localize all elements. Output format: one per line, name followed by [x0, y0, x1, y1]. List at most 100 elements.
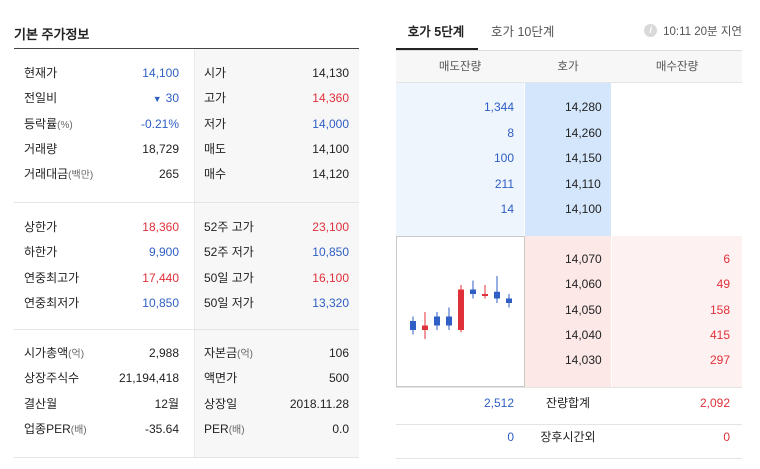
section-divider — [14, 202, 359, 203]
ask-qty[interactable]: 1,344 — [483, 100, 514, 114]
info-row: 연중최저가 10,850 50일 저가 13,320 — [14, 291, 359, 316]
bid-qty[interactable]: 49 — [716, 277, 730, 292]
column-divider — [194, 49, 195, 457]
info-unit-2: (배) — [228, 424, 245, 436]
info-label-2: 액면가 — [204, 371, 238, 386]
section-divider — [14, 457, 359, 458]
candle-body — [506, 298, 512, 303]
candle-body — [494, 291, 500, 299]
bid-qty-area — [612, 236, 742, 387]
candle-body — [434, 316, 440, 326]
info-value: 2,988 — [148, 346, 179, 360]
tab-orderbook-10[interactable]: 호가 10단계 — [491, 25, 555, 39]
info-label: 등락률(%) — [24, 116, 73, 131]
info-label: 하한가 — [24, 245, 58, 260]
ask-price[interactable]: 14,150 — [565, 151, 602, 165]
after-label: 장후시간외 — [540, 430, 596, 444]
info-row: 업종PER(배) -35.64 PER(배) 0.0 — [14, 417, 359, 442]
ask-qty[interactable]: 100 — [493, 151, 514, 165]
ask-qty[interactable]: 14 — [500, 202, 514, 216]
info-label: 거래대금(백만) — [24, 167, 94, 182]
info-value-2: 14,120 — [312, 167, 349, 182]
header-ask-qty: 매도잔량 — [438, 61, 482, 73]
info-label: 결산월 — [24, 396, 58, 411]
basic-info-title: 기본 주가정보 — [14, 27, 90, 42]
info-value: -0.21% — [140, 116, 179, 131]
info-value-2: 14,100 — [312, 141, 349, 156]
info-icon[interactable]: i — [644, 24, 658, 38]
info-label-2: 상장일 — [204, 396, 238, 411]
ask-qty-area — [396, 83, 524, 236]
ask-price[interactable]: 14,260 — [565, 125, 602, 140]
bid-price[interactable]: 14,070 — [565, 252, 602, 266]
info-label: 연중최저가 — [24, 295, 80, 310]
info-value-2: 23,100 — [312, 220, 349, 234]
delay-info: i 10:11 20분 지연 — [644, 14, 742, 50]
info-row: 거래량 18,729 매도 14,100 — [14, 137, 359, 162]
info-label: 전일비 — [24, 91, 58, 106]
info-label-2: 고가 — [204, 91, 227, 106]
info-label-2: 52주 고가 — [204, 220, 254, 234]
info-value-2: 106 — [328, 346, 349, 360]
bottom-divider — [396, 458, 742, 459]
summary-divider — [396, 387, 742, 388]
bid-price[interactable]: 14,050 — [565, 302, 602, 317]
info-value: 9,900 — [148, 245, 179, 260]
down-triangle-icon: ▼ — [152, 94, 162, 105]
bid-price[interactable]: 14,060 — [565, 277, 602, 292]
info-row: 연중최고가 17,440 50일 고가 16,100 — [14, 266, 359, 291]
info-value-2: 500 — [328, 371, 349, 386]
info-value: ▼ 30 — [152, 91, 179, 106]
info-value: -35.64 — [144, 421, 179, 436]
ask-price[interactable]: 14,100 — [565, 202, 602, 216]
info-value-2: 0.0 — [332, 421, 349, 436]
info-label: 현재가 — [24, 66, 58, 80]
candle-body — [470, 289, 476, 294]
right-column-background — [195, 49, 359, 457]
info-unit-2: (억) — [237, 349, 253, 360]
candle-body — [410, 321, 416, 330]
orderbook-tabs: 호가 5단계 호가 10단계 i 10:11 20분 지연 — [396, 14, 742, 50]
bid-qty[interactable]: 297 — [709, 353, 730, 368]
info-row: 상장주식수 21,194,418 액면가 500 — [14, 366, 359, 391]
tab-orderbook-5[interactable]: 호가 5단계 — [407, 25, 465, 39]
info-value-2: 14,130 — [312, 66, 349, 80]
candle-body — [422, 325, 428, 330]
ask-qty[interactable]: 211 — [494, 176, 514, 191]
bid-qty[interactable]: 6 — [723, 252, 730, 266]
info-row: 시가총액(억) 2,988 자본금(억) 106 — [14, 341, 359, 366]
info-label: 상한가 — [24, 220, 58, 234]
after-ask-qty: 0 — [507, 430, 514, 444]
header-bid-qty: 매수잔량 — [655, 61, 699, 73]
info-label: 시가총액(억) — [24, 346, 85, 360]
info-row: 결산월 12월 상장일 2018.11.28 — [14, 392, 359, 417]
ask-price[interactable]: 14,280 — [565, 100, 602, 114]
info-label: 상장주식수 — [24, 371, 80, 386]
info-label-2: PER(배) — [204, 421, 245, 436]
basic-info-table: 현재가 14,100 시가 14,130 전일비 ▼ 30 고가 14,360 등락률(%) -0.… — [14, 49, 359, 469]
orderbook: 매도잔량 호가 매수잔량 1,344 14,280 8 14,260 100 14,150… — [396, 50, 742, 469]
info-label-2: 저가 — [204, 116, 227, 131]
info-value-2: 16,100 — [312, 270, 349, 285]
info-value: 18,729 — [142, 141, 179, 156]
info-label-2: 50일 저가 — [204, 295, 254, 310]
ask-qty[interactable]: 8 — [507, 125, 514, 140]
active-tab-indicator — [396, 48, 478, 50]
info-row: 하한가 9,900 52주 저가 10,850 — [14, 240, 359, 265]
bid-price[interactable]: 14,040 — [565, 327, 602, 342]
bid-price-area — [525, 236, 611, 387]
ask-price[interactable]: 14,110 — [565, 176, 601, 191]
mini-candle-chart — [396, 236, 525, 387]
info-value-2: 2018.11.28 — [289, 396, 349, 411]
bid-qty[interactable]: 158 — [709, 302, 730, 317]
title-divider — [14, 48, 359, 49]
info-label: 거래량 — [24, 141, 58, 156]
bid-price[interactable]: 14,030 — [565, 353, 602, 368]
info-value: 10,850 — [142, 295, 179, 310]
total-ask-qty: 2,512 — [483, 396, 514, 410]
info-label-2: 52주 저가 — [204, 245, 254, 260]
section-divider — [14, 329, 359, 330]
bid-qty[interactable]: 415 — [709, 327, 730, 342]
info-label: 연중최고가 — [24, 270, 80, 285]
candle-chart-svg — [410, 276, 512, 339]
